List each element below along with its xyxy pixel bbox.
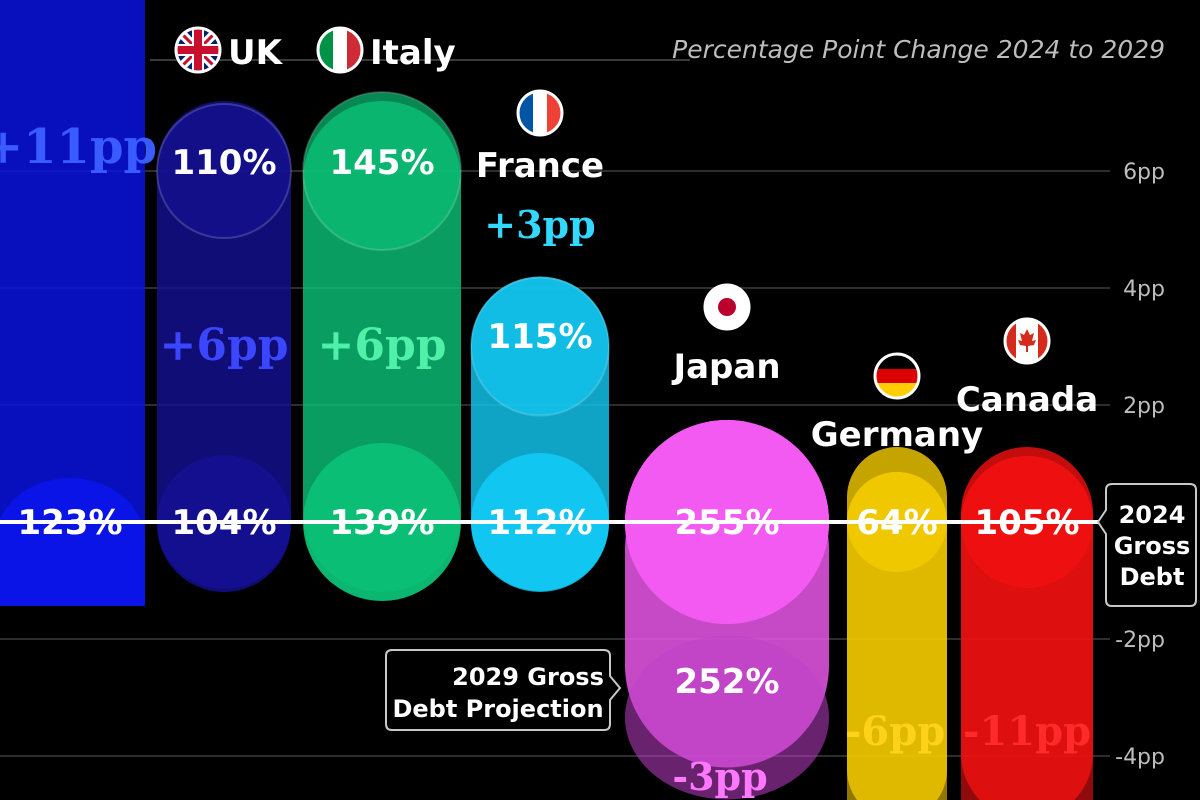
country-label-france: France [476, 146, 604, 186]
country-label-germany: Germany [811, 415, 983, 455]
value-label-2029: 110% [171, 143, 276, 183]
y-tick-label: 2pp [1123, 394, 1165, 419]
uk-flag-icon [174, 26, 222, 74]
france-flag-icon [516, 89, 564, 137]
legend-2029-callout: 2029 Gross Debt Projection [385, 649, 622, 731]
bar-italy [302, 91, 462, 601]
italy-flag-icon [316, 26, 364, 74]
value-label-2024: 255% [674, 503, 779, 543]
change-label: +3pp [484, 202, 595, 247]
change-label: +6pp [159, 320, 288, 371]
germany-flag-icon [873, 352, 921, 400]
change-label: -6pp [845, 708, 945, 755]
value-label-2024: 64% [856, 503, 937, 543]
legend-2024-callout: 2024 Gross Debt [1096, 483, 1197, 607]
y-tick-label: 4pp [1123, 277, 1165, 302]
country-label-japan: Japan [671, 347, 780, 387]
bar-first [0, 0, 145, 606]
value-label-2024: 104% [171, 503, 276, 543]
bar-japan [625, 420, 829, 800]
y-tick-label: 6pp [1123, 160, 1165, 185]
bar-canada [961, 447, 1093, 800]
value-label-2024: 139% [329, 503, 434, 543]
value-label-2024: 105% [974, 503, 1079, 543]
value-label-2024: 112% [487, 503, 592, 543]
bars [0, 0, 1093, 800]
legend-2029-line-2: Debt Projection [392, 695, 603, 723]
y-tick-label: -2pp [1115, 628, 1165, 653]
legend-2029-line-1: 2029 Gross [452, 663, 604, 691]
country-label-canada: Canada [956, 380, 1098, 420]
value-label-2029: 145% [329, 143, 434, 183]
change-label: -3pp [672, 754, 767, 799]
value-label-2029: 115% [487, 317, 592, 357]
country-label-uk: UK [228, 33, 284, 73]
legend-2024-line-1: 2024 [1119, 501, 1186, 529]
y-tick-label: -4pp [1115, 745, 1165, 770]
change-label: -11pp [963, 708, 1091, 755]
legend-2024-line-3: Debt [1120, 563, 1185, 591]
canada-flag-icon [1003, 317, 1051, 365]
bar-germany [847, 447, 947, 800]
japan-flag-icon [703, 283, 751, 331]
change-label: +11pp [0, 119, 157, 175]
country-label-italy: Italy [370, 33, 456, 73]
change-label: +6pp [317, 320, 446, 371]
value-label-2029: 252% [674, 662, 779, 702]
value-label-2024: 123% [17, 503, 122, 543]
bar-labels: 123% 104% 139% 112% 255% 64% 105% 110% 145% 115% 2… [0, 119, 1091, 799]
chart-title: Percentage Point Change 2024 to 2029 [672, 35, 1165, 64]
legend-2024-line-2: Gross [1114, 532, 1191, 560]
